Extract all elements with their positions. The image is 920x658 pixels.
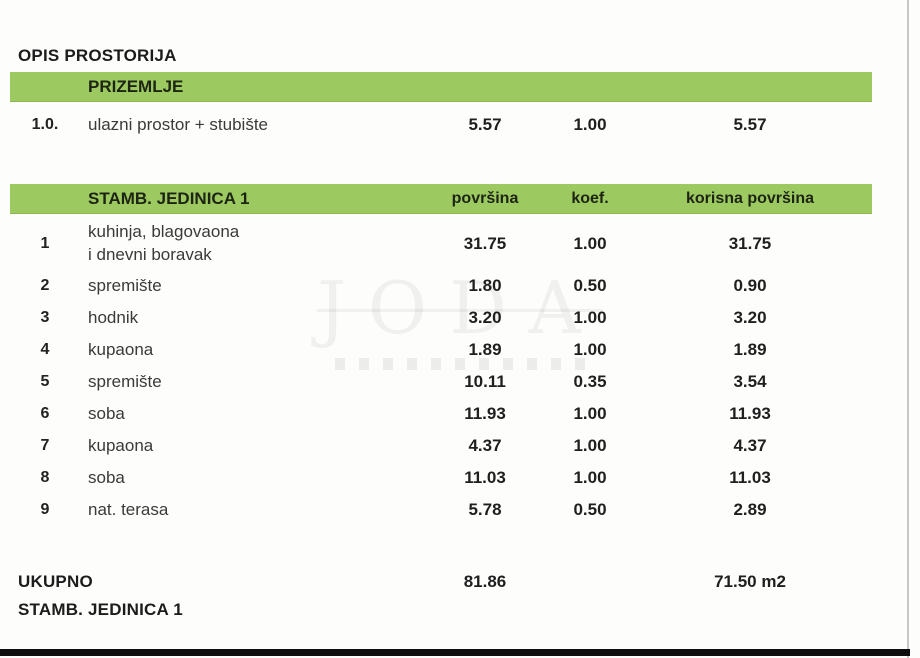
koef-value: 1.00 [573,436,607,455]
povrsina-value: 11.93 [464,404,506,423]
row-number: 2 [40,277,50,294]
spacer [10,140,872,178]
spacer [10,102,872,110]
room-name: soba [88,468,125,487]
korisna-value: 11.03 [729,468,771,487]
room-name: kupaona [88,436,154,455]
korisna-value: 3.54 [733,372,767,391]
povrsina-value: 1.89 [468,340,502,359]
koef-value: 1.00 [573,115,607,134]
row-number: 8 [40,469,50,486]
povrsina-value: 3.20 [468,308,502,327]
section-header-label: PRIZEMLJE [88,76,184,96]
totals-row: UKUPNO 81.86 71.50 m2 [10,572,872,592]
room-name-line1: kuhinja, blagovaona [88,222,240,242]
povrsina-value: 11.03 [464,468,506,487]
row-number: 3 [40,309,50,326]
unit-rows: 1 kuhinja, blagovaona i dnevni boravak 3… [10,218,872,526]
table-row: 1.0. ulazni prostor + stubište 5.57 1.00… [10,110,872,140]
povrsina-value: 4.37 [468,436,502,455]
totals-korisna-value: 71.50 m2 [714,572,786,591]
koef-value: 1.00 [573,468,607,487]
column-header-koef: koef. [571,189,609,207]
section-header-label: STAMB. JEDINICA 1 [88,188,250,208]
koef-value: 1.00 [573,340,607,359]
korisna-value: 31.75 [728,234,772,253]
korisna-value: 4.37 [733,436,767,455]
room-description-table: OPIS PROSTORIJA PRIZEMLJE 1.0. ulazni pr… [10,0,872,620]
table-row: 8 soba 11.03 1.00 11.03 [10,462,872,494]
koef-value: 0.35 [573,372,607,391]
table-row: 5 spremište 10.11 0.35 3.54 [10,366,872,398]
section-header-stamb-jedinica-1: STAMB. JEDINICA 1 površina koef. korisna… [10,184,872,214]
totals-label: UKUPNO [18,572,93,591]
korisna-value: 2.89 [733,500,767,519]
room-name: kuhinja, blagovaona i dnevni boravak [80,221,435,267]
page-right-border [907,0,909,658]
row-number: 1.0. [31,116,59,133]
povrsina-value: 5.57 [468,115,502,134]
povrsina-value: 31.75 [463,234,507,253]
row-number: 7 [40,437,50,454]
table-row: 3 hodnik 3.20 1.00 3.20 [10,302,872,334]
koef-value: 1.00 [573,308,607,327]
table-row: 7 kupaona 4.37 1.00 4.37 [10,430,872,462]
totals-label-line2: STAMB. JEDINICA 1 [18,600,183,619]
korisna-value: 0.90 [733,276,767,295]
povrsina-value: 5.78 [468,500,502,519]
korisna-value: 11.93 [729,404,771,423]
room-name: kupaona [88,340,154,359]
row-number: 4 [40,341,50,358]
row-number: 6 [40,405,50,422]
table-row: 1 kuhinja, blagovaona i dnevni boravak 3… [10,218,872,270]
row-number: 9 [40,501,50,518]
totals-povrsina-value: 81.86 [463,572,507,591]
row-number: 1 [40,235,50,252]
table-row: 2 spremište 1.80 0.50 0.90 [10,270,872,302]
room-name: ulazni prostor + stubište [88,115,269,134]
room-name: spremište [88,372,162,391]
table-row: 6 soba 11.93 1.00 11.93 [10,398,872,430]
room-name: soba [88,404,125,423]
povrsina-value: 1.80 [468,276,502,295]
row-number: 5 [40,373,50,390]
povrsina-value: 10.11 [464,372,506,391]
korisna-value: 1.89 [733,340,767,359]
table-row: 9 nat. terasa 5.78 0.50 2.89 [10,494,872,526]
room-name-line2: i dnevni boravak [88,245,212,264]
koef-value: 0.50 [573,500,607,519]
korisna-value: 3.20 [733,308,767,327]
room-name: spremište [88,276,162,295]
section-header-prizemlje: PRIZEMLJE [10,72,872,102]
koef-value: 0.50 [573,276,607,295]
room-name: nat. terasa [88,500,169,519]
koef-value: 1.00 [573,234,607,253]
room-name: hodnik [88,308,139,327]
table-row: 4 kupaona 1.89 1.00 1.89 [10,334,872,366]
koef-value: 1.00 [573,404,607,423]
korisna-value: 5.57 [733,115,767,134]
page-bottom-rule [0,649,910,656]
page-title: OPIS PROSTORIJA [18,46,177,65]
column-header-povrsina: površina [451,189,519,207]
column-header-korisna-povrsina: korisna površina [685,189,815,207]
